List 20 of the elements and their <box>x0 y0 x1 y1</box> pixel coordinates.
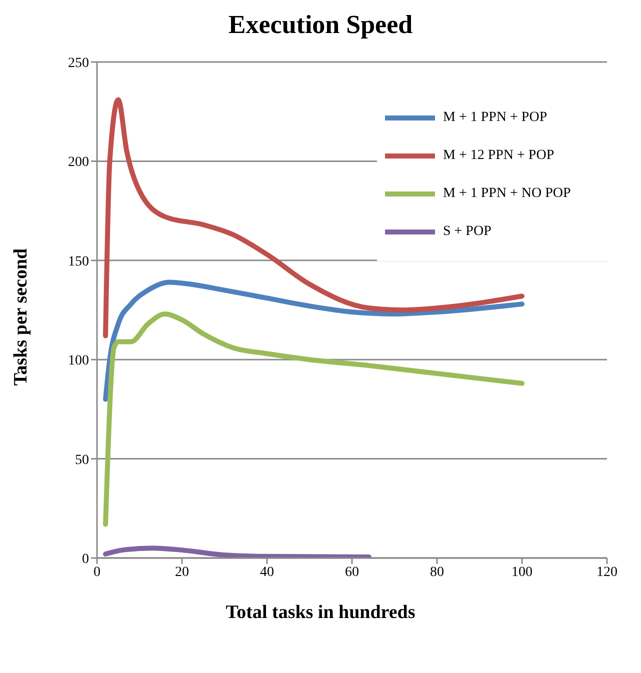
x-tick-label: 20 <box>175 564 189 580</box>
y-tick-label: 100 <box>68 354 89 369</box>
y-tick-label: 50 <box>75 452 89 468</box>
y-tick-label: 0 <box>82 552 89 567</box>
legend-label: M + 12 PPN + POP <box>443 148 554 164</box>
x-tick-label: 0 <box>94 564 100 580</box>
legend-label: M + 1 PPN + POP <box>443 110 548 126</box>
x-tick-label: 60 <box>345 564 359 580</box>
y-tick-label: 150 <box>68 254 89 270</box>
chart-title: Execution Speed <box>227 9 414 41</box>
y-tick-label: 200 <box>68 155 89 170</box>
x-axis-title: Total tasks in hundreds <box>224 602 416 624</box>
legend-label: S + POP <box>443 224 492 240</box>
x-tick-label: 80 <box>430 564 444 580</box>
x-tick-label: 40 <box>260 564 274 580</box>
legend-label: M + 1 PPN + NO POP <box>443 186 571 202</box>
x-tick-label: 100 <box>512 564 532 580</box>
x-tick-label: 120 <box>596 564 618 580</box>
y-axis-title: Tasks per second <box>11 248 33 386</box>
y-tick-label: 250 <box>68 56 89 71</box>
